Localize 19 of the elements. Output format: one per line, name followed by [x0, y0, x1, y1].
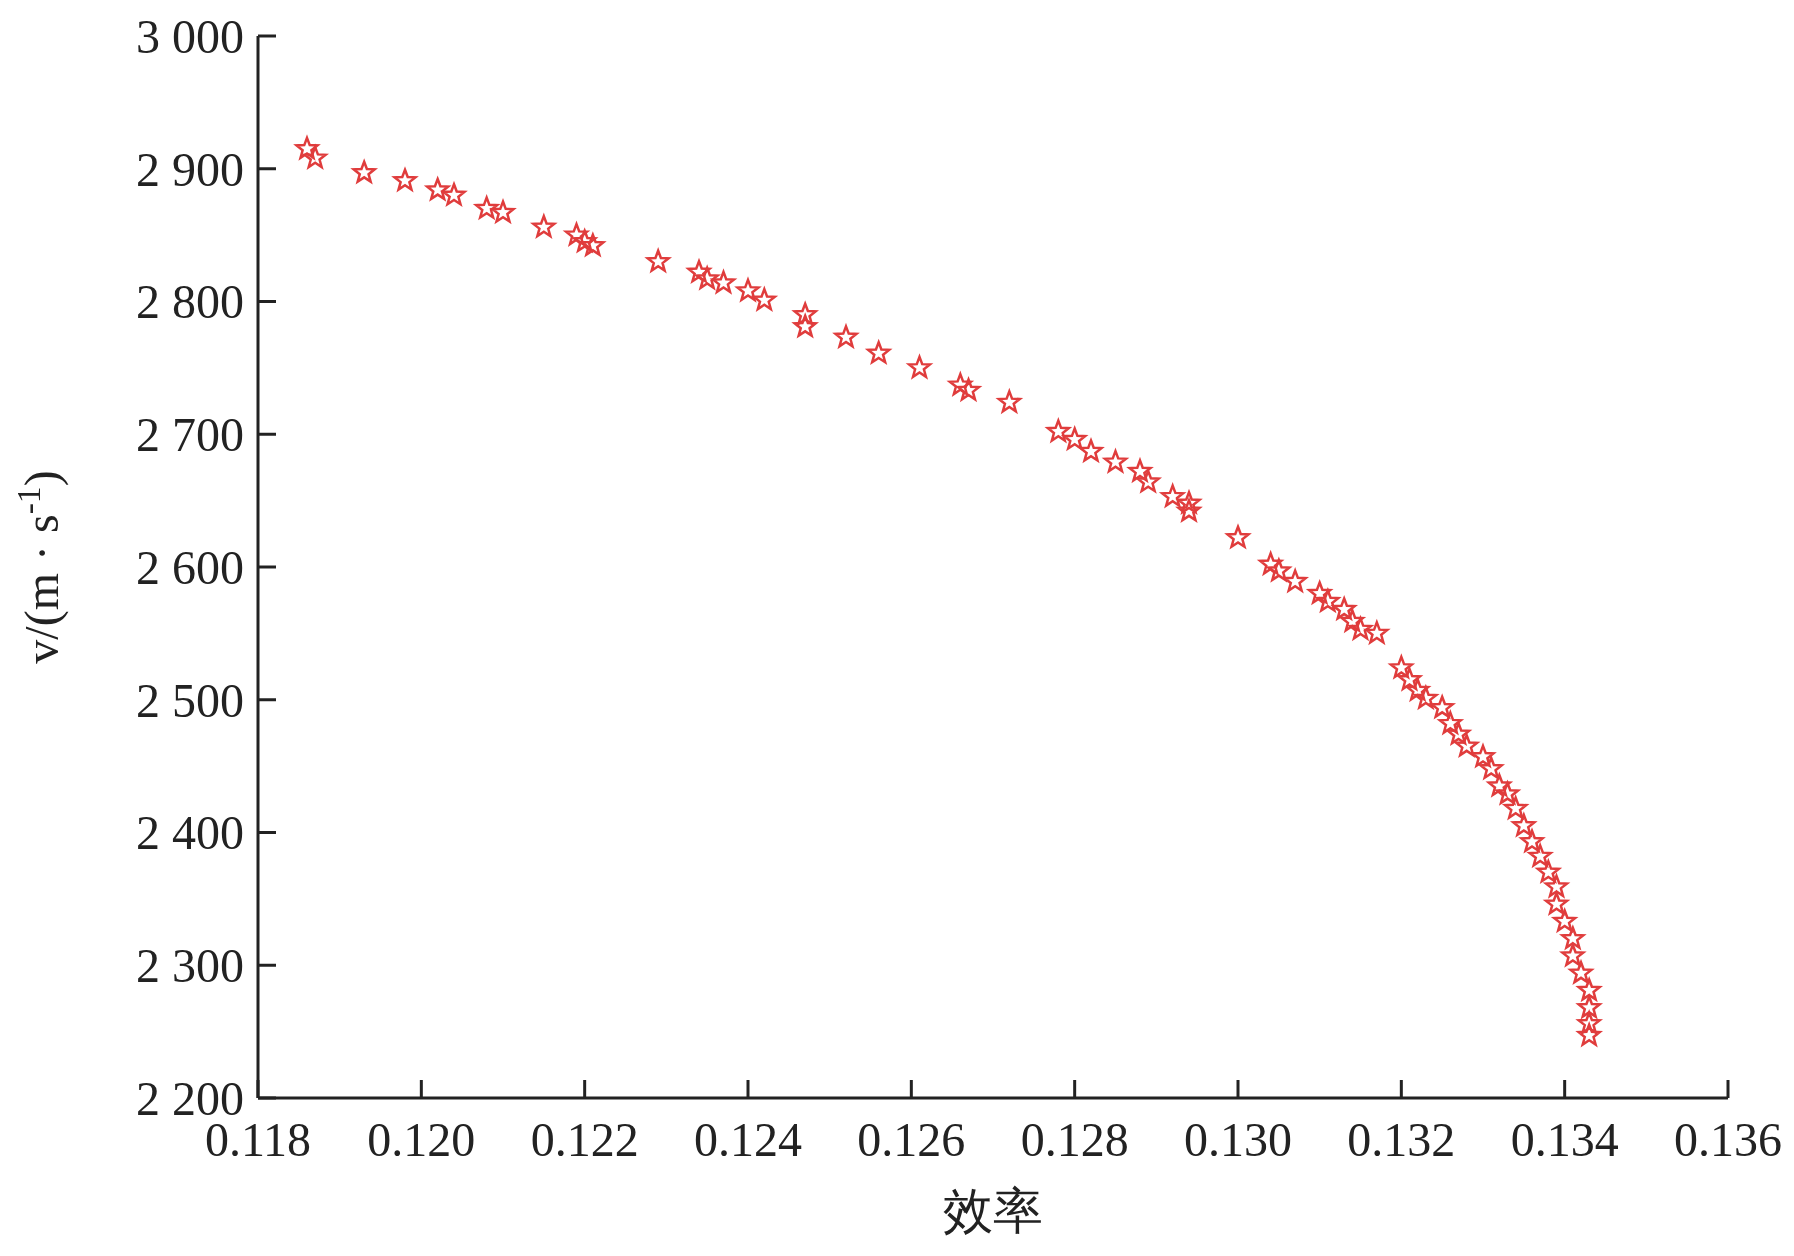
x-tick-label: 0.128	[1020, 1113, 1129, 1166]
x-tick-label: 0.126	[857, 1113, 966, 1166]
y-tick-label: 2 800	[136, 275, 244, 329]
y-tick-label: 2 300	[136, 939, 244, 993]
y-tick-label: 3 000	[136, 9, 244, 63]
y-tick-label: 2 900	[136, 142, 244, 196]
y-tick-label: 2 600	[136, 540, 244, 594]
x-tick-label: 0.124	[694, 1113, 802, 1166]
y-tick-label: 2 700	[136, 408, 244, 462]
y-tick-label: 2 500	[136, 673, 244, 727]
y-tick-label: 2 200	[136, 1071, 244, 1125]
x-axis-title: 效率	[943, 1183, 1043, 1239]
y-tick-label: 2 400	[136, 806, 244, 860]
x-tick-label: 0.120	[367, 1113, 476, 1166]
x-tick-label: 0.130	[1184, 1113, 1292, 1166]
x-tick-label: 0.134	[1510, 1113, 1619, 1166]
x-tick-label: 0.122	[530, 1113, 639, 1166]
x-tick-label: 0.136	[1674, 1113, 1782, 1166]
x-tick-label: 0.132	[1347, 1113, 1456, 1166]
